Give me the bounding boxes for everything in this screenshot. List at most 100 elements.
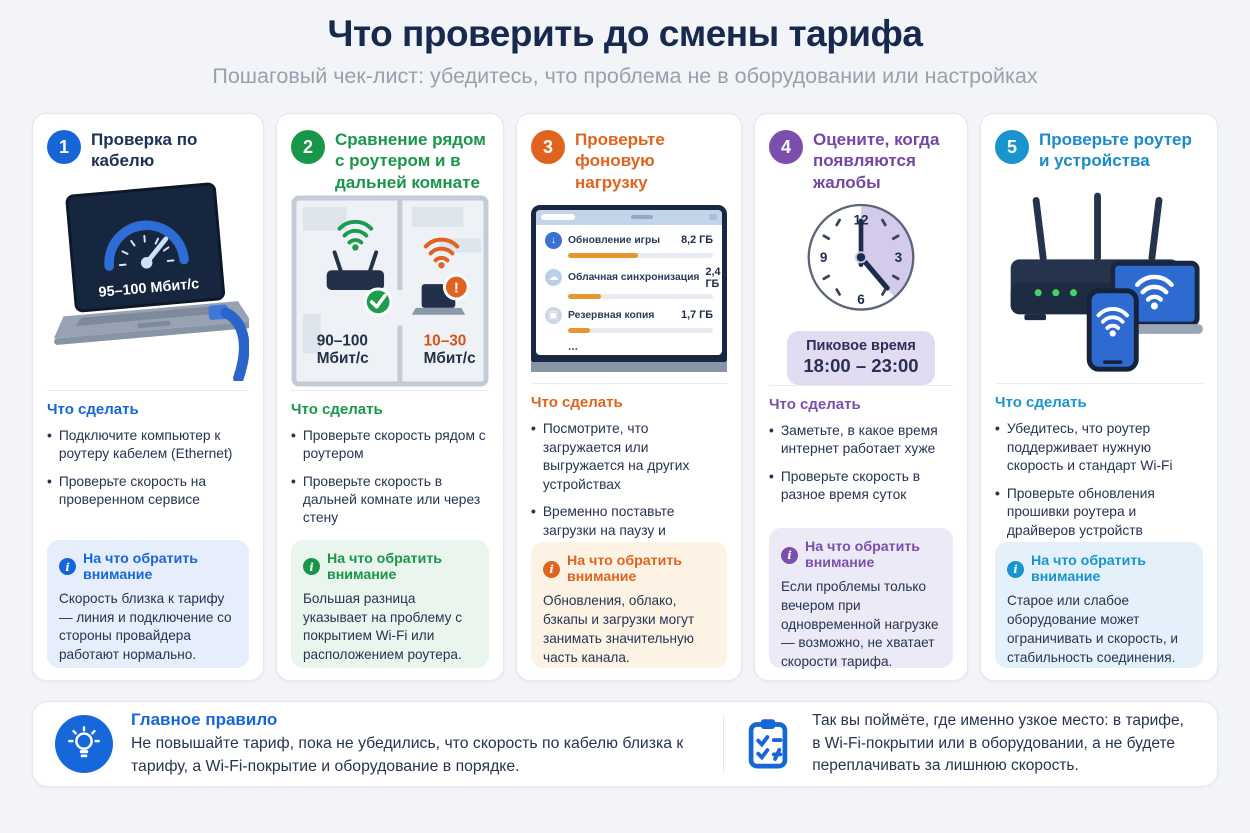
todo-item: • Посмотрите, что загружается или выгружа…	[531, 421, 690, 492]
todo-item: • Проверьте скорость в дальней комнате ил…	[291, 473, 481, 526]
cloud-task-row: ☁ Облачная синхронизация 2,4 ГБ	[545, 266, 720, 299]
near-speed-units: Мбит/с	[317, 350, 369, 367]
todo-section: Что сделать • Посмотрите, что загружается…	[531, 394, 727, 556]
svg-text:9: 9	[820, 250, 828, 265]
laptop-speedtest-illustration: 95–100 Мбит/с	[47, 172, 249, 390]
info-icon: i	[543, 560, 560, 578]
note-text: Старое или слабое оборудование может огр…	[1007, 593, 1179, 665]
step-card-3: 3 Проверьте фоновую нагрузку	[516, 113, 742, 681]
info-icon: i	[1007, 560, 1024, 578]
download-task-row: ↓ Обновление игры 8,2 ГБ	[545, 231, 713, 258]
more-tasks-ellipsis: ...	[568, 338, 579, 353]
router-devices-illustration	[995, 172, 1203, 384]
note-text: Большая разница указывает на проблему с …	[303, 590, 463, 663]
conclusion-text: Так вы поймёте, где именно узкое место: …	[812, 711, 1184, 775]
step-number-badge: 2	[291, 130, 325, 164]
todo-item: • Проверьте скорость в разное время суток	[769, 468, 921, 503]
check-icon	[363, 287, 393, 317]
page-header: Что проверить до смены тарифа Пошаговый …	[0, 0, 1250, 89]
todo-item: • Проверьте скорость рядом с роутером	[291, 427, 486, 462]
step-title: Сравнение рядом с роутером и в дальней к…	[335, 130, 486, 192]
clock-illustration: 12 3 6 9	[807, 203, 915, 311]
summary-panel: Главное правило Не повышайте тариф, пока…	[32, 701, 1218, 787]
note-heading: На что обратить внимание	[567, 553, 683, 586]
card-divider	[47, 389, 249, 391]
smartphone-icon	[1086, 288, 1139, 373]
backup-icon: ▣	[545, 306, 562, 324]
note-box: i На что обратить внимание Старое или сл…	[995, 542, 1203, 668]
step-title: Проверьте роутер и устройства	[1039, 130, 1192, 171]
note-box: i На что обратить внимание Большая разни…	[291, 539, 489, 669]
todo-section: Что сделать • Проверьте скорость рядом с …	[291, 401, 489, 540]
info-icon: i	[303, 558, 320, 576]
todo-heading: Что сделать	[769, 395, 861, 413]
card-divider	[769, 384, 953, 386]
svg-text:!: !	[454, 281, 459, 297]
router-icon	[326, 250, 385, 291]
todo-item: • Заметьте, в какое время интернет работа…	[769, 422, 938, 457]
far-speed-units: Мбит/с	[424, 350, 476, 367]
floorplan-illustration: 90–100 Мбит/с !	[291, 193, 489, 390]
step-number-badge: 1	[47, 130, 81, 164]
rule-text: Не повышайте тариф, пока не убедились, ч…	[131, 735, 684, 775]
peak-time-badge: Пиковое время 18:00 – 23:00	[787, 330, 935, 385]
wifi-icon	[1135, 275, 1174, 303]
card-divider	[531, 383, 727, 385]
todo-section: Что сделать • Заметьте, в какое время инт…	[769, 396, 953, 528]
todo-heading: Что сделать	[291, 400, 383, 418]
note-box: i На что обратить внимание Обновления, о…	[531, 542, 727, 668]
svg-text:6: 6	[857, 292, 865, 307]
far-speed: 10–30	[424, 333, 467, 350]
todo-section: Что сделать • Подключите компьютер к роут…	[47, 401, 249, 540]
note-heading: На что обратить внимание	[327, 550, 443, 583]
lightbulb-icon	[55, 715, 113, 773]
todo-section: Что сделать • Убедитесь, что роутер подде…	[995, 394, 1203, 542]
clipboard-icon	[742, 716, 794, 772]
window-titlebar	[536, 209, 722, 225]
svg-text:3: 3	[895, 250, 903, 265]
step-number-badge: 4	[769, 130, 803, 164]
card-divider	[291, 389, 489, 391]
page-title: Что проверить до смены тарифа	[327, 13, 923, 54]
background-load-illustration: ↓ Обновление игры 8,2 ГБ ☁ Об	[531, 193, 727, 384]
card-divider	[995, 383, 1203, 385]
download-icon: ↓	[545, 231, 562, 249]
wifi-icon	[1096, 307, 1129, 331]
step-title: Проверьте фоновую нагрузку	[575, 130, 665, 192]
step-number-badge: 5	[995, 130, 1029, 164]
info-icon: i	[59, 558, 76, 576]
step-card-4: 4 Оцените, когда появляются жалобы	[754, 113, 968, 681]
wifi-icon-weak	[423, 237, 460, 263]
todo-item: • Проверьте скорость на проверенном серви…	[47, 473, 207, 507]
note-heading: На что обратить внимание	[83, 550, 199, 583]
warning-icon: !	[442, 273, 470, 301]
step-title: Проверка по кабелю	[91, 130, 198, 171]
step-title: Оцените, когда появляются жалобы	[813, 130, 940, 192]
todo-heading: Что сделать	[47, 400, 139, 418]
step-card-2: 2 Сравнение рядом с роутером и в дальней…	[276, 113, 504, 681]
todo-item: • Проверьте обновления прошивки роутера и…	[995, 485, 1155, 538]
note-heading: На что обратить внимание	[805, 539, 921, 572]
note-text: Если проблемы только вечером при одновре…	[781, 579, 939, 670]
near-speed: 90–100	[317, 333, 368, 350]
note-heading: На что обратить внимание	[1031, 553, 1147, 586]
wifi-icon	[337, 219, 374, 245]
step-card-1: 1 Проверка по кабелю	[32, 113, 264, 681]
todo-item: • Убедитесь, что роутер поддерживает нужн…	[995, 421, 1173, 474]
todo-item: • Подключите компьютер к роутеру кабелем …	[47, 427, 233, 462]
rule-title: Главное правило	[131, 710, 278, 730]
info-icon: i	[781, 546, 798, 564]
footer-divider	[723, 715, 725, 773]
note-text: Обновления, облако, бзкапы и загрузки мо…	[543, 593, 695, 665]
page-subtitle: Пошаговый чек-лист: убедитесь, что пробл…	[212, 64, 1038, 88]
todo-heading: Что сделать	[531, 394, 623, 412]
step-number-badge: 3	[531, 130, 565, 164]
backup-task-row: ▣ Резервная копия 1,7 ГБ	[545, 306, 713, 333]
step-card-5: 5 Проверьте роутер и устройства	[980, 113, 1218, 681]
note-box: i На что обратить внимание Скорость близ…	[47, 539, 249, 669]
steps-row: 1 Проверка по кабелю	[32, 113, 1218, 681]
note-box: i На что обратить внимание Если проблемы…	[769, 528, 953, 669]
todo-heading: Что сделать	[995, 394, 1087, 412]
note-text: Скорость близка к тарифу — линия и подкл…	[59, 590, 232, 663]
cloud-icon: ☁	[545, 269, 562, 287]
